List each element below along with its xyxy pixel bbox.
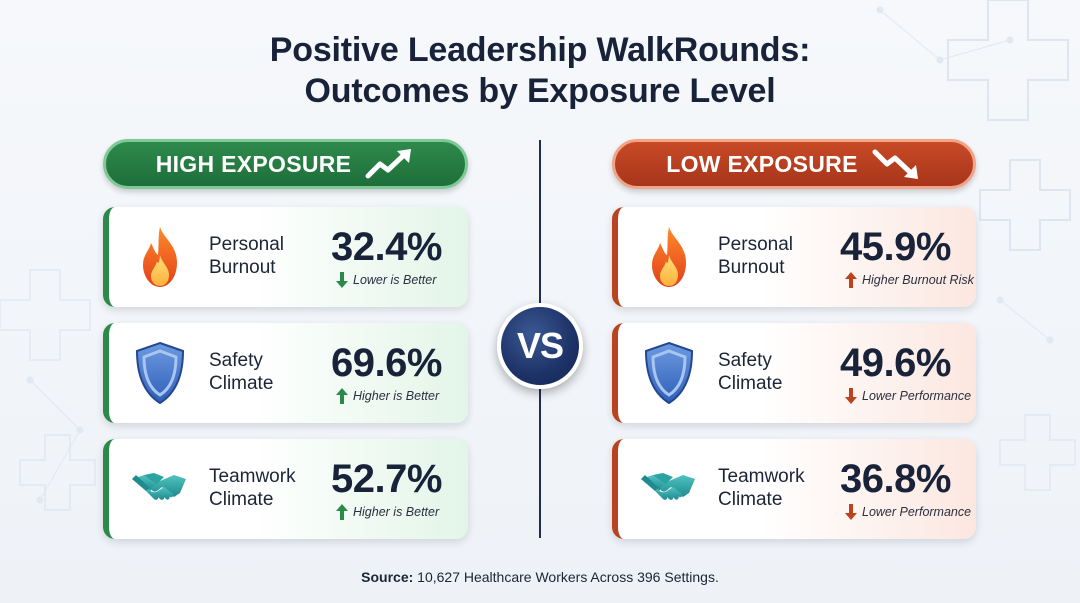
low-exposure-header: LOW EXPOSURE xyxy=(612,139,976,189)
low-card-teamwork-climate: Teamwork Climate 36.8% Lower Performance xyxy=(612,439,976,539)
metric-label: Personal Burnout xyxy=(209,234,284,278)
metric-value: 45.9% xyxy=(840,225,951,269)
shield-icon xyxy=(644,341,694,405)
vs-label: VS xyxy=(516,325,564,366)
source-text: 10,627 Healthcare Workers Across 396 Set… xyxy=(413,569,719,585)
metric-value: 52.7% xyxy=(331,457,442,501)
metric-note: Lower is Better xyxy=(335,271,436,289)
source-label: Source: xyxy=(361,569,414,585)
metric-value: 49.6% xyxy=(840,341,951,385)
source-note: Source: 10,627 Healthcare Workers Across… xyxy=(0,569,1080,585)
low-exposure-label: LOW EXPOSURE xyxy=(666,150,858,177)
shield-icon xyxy=(135,341,185,405)
metric-note: Lower Performance xyxy=(844,503,971,521)
metric-value: 36.8% xyxy=(840,457,951,501)
metric-note: Higher is Better xyxy=(335,387,439,405)
high-card-teamwork-climate: Teamwork Climate 52.7% Higher is Better xyxy=(103,439,468,539)
arrow-down-icon xyxy=(845,504,857,520)
page-title: Positive Leadership WalkRounds: Outcomes… xyxy=(0,30,1080,112)
high-exposure-label: HIGH EXPOSURE xyxy=(155,150,352,177)
metric-label: Teamwork Climate xyxy=(209,466,296,510)
trend-up-arrow-icon xyxy=(365,149,412,179)
high-card-safety-climate: Safety Climate 69.6% Higher is Better xyxy=(103,323,468,423)
arrow-up-icon xyxy=(336,504,348,520)
metric-note: Higher Burnout Risk xyxy=(844,271,974,289)
metric-value: 32.4% xyxy=(331,225,442,269)
flame-icon xyxy=(652,227,686,287)
metric-note: Lower Performance xyxy=(844,387,971,405)
flame-icon xyxy=(143,227,177,287)
high-exposure-header: HIGH EXPOSURE xyxy=(103,139,468,189)
arrow-up-icon xyxy=(845,272,857,288)
low-card-personal-burnout: Personal Burnout 45.9% Higher Burnout Ris… xyxy=(612,207,976,307)
metric-label: Teamwork Climate xyxy=(718,466,805,510)
vs-badge: VS xyxy=(497,303,583,389)
low-card-safety-climate: Safety Climate 49.6% Lower Performance xyxy=(612,323,976,423)
arrow-down-icon xyxy=(336,272,348,288)
title-line-1: Positive Leadership WalkRounds: xyxy=(269,31,811,69)
handshake-icon xyxy=(641,473,695,500)
arrow-down-icon xyxy=(845,388,857,404)
metric-value: 69.6% xyxy=(331,341,442,385)
metric-label: Personal Burnout xyxy=(718,234,793,278)
trend-down-arrow-icon xyxy=(872,149,918,179)
metric-label: Safety Climate xyxy=(718,350,783,394)
metric-note: Higher is Better xyxy=(335,503,439,521)
handshake-icon xyxy=(132,473,186,500)
metric-label: Safety Climate xyxy=(209,350,274,394)
high-card-personal-burnout: Personal Burnout 32.4% Lower is Better xyxy=(103,207,468,307)
arrow-up-icon xyxy=(336,388,348,404)
title-line-2: Outcomes by Exposure Level xyxy=(304,72,776,110)
